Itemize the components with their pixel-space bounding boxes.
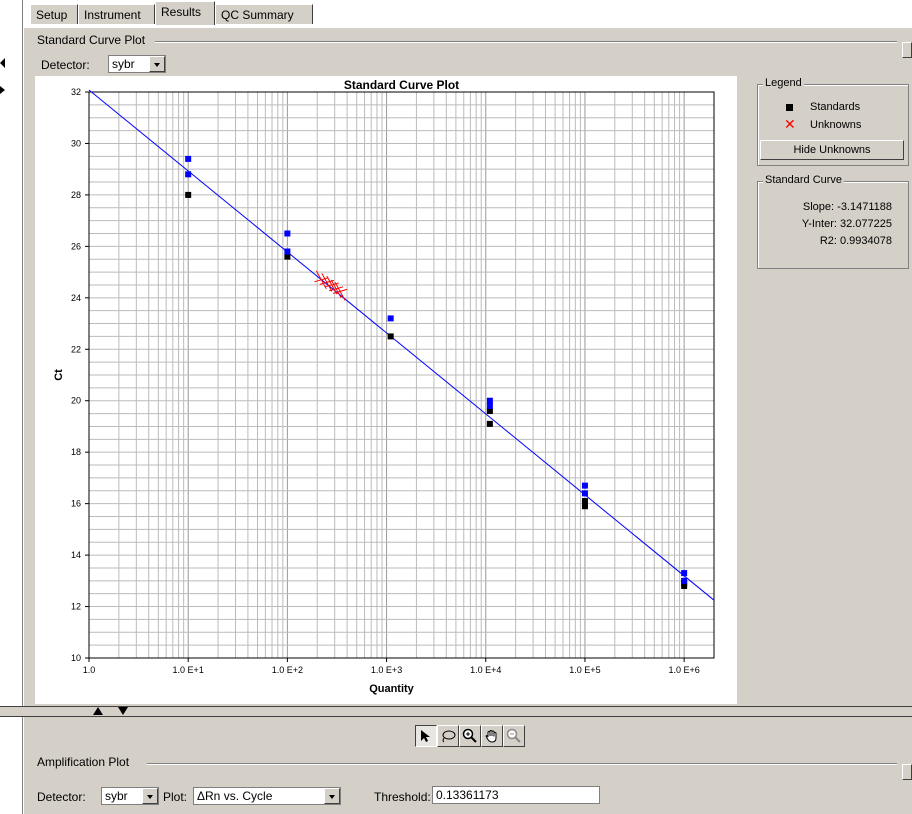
data-point[interactable]: [486, 402, 493, 409]
standard-curve-box-title: Standard Curve: [763, 174, 845, 186]
plot-frame: [88, 91, 715, 659]
detector-select-value: sybr: [112, 57, 135, 71]
fit-line: [88, 89, 715, 601]
collapse-group-button[interactable]: [902, 42, 912, 58]
unknown-point[interactable]: [324, 275, 339, 295]
data-point[interactable]: [486, 408, 493, 415]
data-point[interactable]: [681, 577, 688, 584]
splitter-up-icon[interactable]: [93, 707, 103, 715]
amp-detector-select[interactable]: sybr: [101, 787, 159, 805]
amplification-group-title: Amplification Plot: [37, 755, 130, 769]
tab-results[interactable]: Results: [155, 1, 215, 25]
data-point[interactable]: [581, 503, 588, 510]
data-point[interactable]: [581, 482, 588, 489]
unknown-point[interactable]: [314, 270, 329, 290]
data-point[interactable]: [284, 230, 291, 237]
zoom-out-icon[interactable]: [503, 725, 525, 747]
y-tick-label: 22: [71, 344, 81, 354]
y-tick-label: 10: [71, 653, 81, 663]
data-point[interactable]: [284, 253, 291, 260]
amp-detector-value: sybr: [105, 789, 128, 803]
x-tick-label: 1.0 E+3: [371, 665, 402, 675]
data-point[interactable]: [581, 498, 588, 505]
plot-toolbar: [415, 725, 525, 747]
collapse-left-icon[interactable]: [0, 58, 5, 68]
y-tick-label: 28: [71, 190, 81, 200]
legend-title: Legend: [763, 77, 804, 89]
amp-detector-label: Detector:: [37, 790, 86, 804]
y-tick-label: 12: [71, 602, 81, 612]
plot-type-label: Plot:: [163, 790, 188, 804]
tab-setup[interactable]: Setup: [30, 4, 78, 24]
data-point[interactable]: [185, 191, 192, 198]
detector-select[interactable]: sybr: [108, 55, 166, 73]
y-tick-label: 20: [71, 396, 81, 406]
data-point[interactable]: [284, 248, 291, 255]
x-tick-label: 1.0 E+1: [173, 665, 204, 675]
legend-standards-label: Standards: [810, 101, 861, 113]
tab-instrument[interactable]: Instrument: [78, 4, 155, 24]
plot-type-select[interactable]: ΔRn vs. Cycle: [193, 787, 341, 805]
collapse-amplification-button[interactable]: [902, 764, 912, 780]
x-axis-label: Quantity: [369, 683, 414, 695]
data-point[interactable]: [387, 333, 394, 340]
expand-right-icon[interactable]: [0, 86, 5, 94]
standards-marker-icon: [786, 104, 793, 111]
amplification-separator: [147, 763, 897, 765]
data-point[interactable]: [681, 582, 688, 589]
unknown-point[interactable]: [332, 282, 348, 301]
threshold-label: Threshold:: [374, 790, 431, 804]
legend-box: [757, 84, 909, 166]
r2-value: R2: 0.9934078: [819, 235, 892, 247]
chart-title: Standard Curve Plot: [344, 78, 459, 92]
data-point[interactable]: [486, 420, 493, 427]
x-tick-label: 1.0 E+6: [669, 665, 700, 675]
x-tick-label: 1.0 E+4: [470, 665, 501, 675]
y-tick-label: 30: [71, 138, 81, 148]
y-axis-label: Ct: [53, 369, 65, 381]
data-point[interactable]: [185, 155, 192, 162]
threshold-input[interactable]: 0.13361173: [432, 786, 600, 804]
data-point[interactable]: [581, 490, 588, 497]
x-tick-label: 1.0: [83, 665, 96, 675]
zoom-in-icon[interactable]: [459, 725, 481, 747]
chevron-down-icon[interactable]: [324, 788, 340, 804]
left-divider: [22, 0, 23, 814]
y-tick-label: 18: [71, 447, 81, 457]
chevron-down-icon[interactable]: [149, 56, 165, 72]
data-point[interactable]: [486, 397, 493, 404]
y-tick-label: 16: [71, 499, 81, 509]
group-separator: [155, 41, 897, 43]
y-intercept-value: Y-Inter: 32.077225: [801, 218, 892, 230]
chevron-down-icon[interactable]: [142, 788, 158, 804]
x-tick-label: 1.0 E+2: [272, 665, 303, 675]
standard-curve-group-title: Standard Curve Plot: [37, 33, 146, 47]
legend-unknowns-label: Unknowns: [810, 119, 862, 131]
hide-unknowns-button[interactable]: Hide Unknowns: [760, 140, 904, 160]
y-tick-label: 14: [71, 550, 81, 560]
y-tick-label: 32: [71, 87, 81, 97]
unknowns-marker-icon: ✕: [784, 116, 796, 132]
unknown-point[interactable]: [328, 279, 344, 299]
splitter-bar[interactable]: [0, 706, 912, 717]
select-arrow-icon[interactable]: [415, 725, 437, 747]
splitter-down-icon[interactable]: [118, 707, 128, 715]
slope-value: Slope: -3.1471188: [802, 201, 892, 213]
pan-hand-icon[interactable]: [481, 725, 503, 747]
x-tick-label: 1.0 E+5: [569, 665, 600, 675]
plot-type-value: ΔRn vs. Cycle: [197, 789, 273, 803]
y-tick-label: 24: [71, 293, 81, 303]
lasso-icon[interactable]: [437, 725, 459, 747]
tab-qc-summary[interactable]: QC Summary: [215, 4, 313, 24]
standard-curve-chart: Standard Curve Plot 10 12 14 16 18 20 22 24 26 28 3…: [35, 76, 737, 704]
data-point[interactable]: [681, 570, 688, 577]
detector-label: Detector:: [41, 58, 90, 72]
data-point[interactable]: [185, 171, 192, 178]
data-point[interactable]: [387, 315, 394, 322]
y-tick-label: 26: [71, 241, 81, 251]
